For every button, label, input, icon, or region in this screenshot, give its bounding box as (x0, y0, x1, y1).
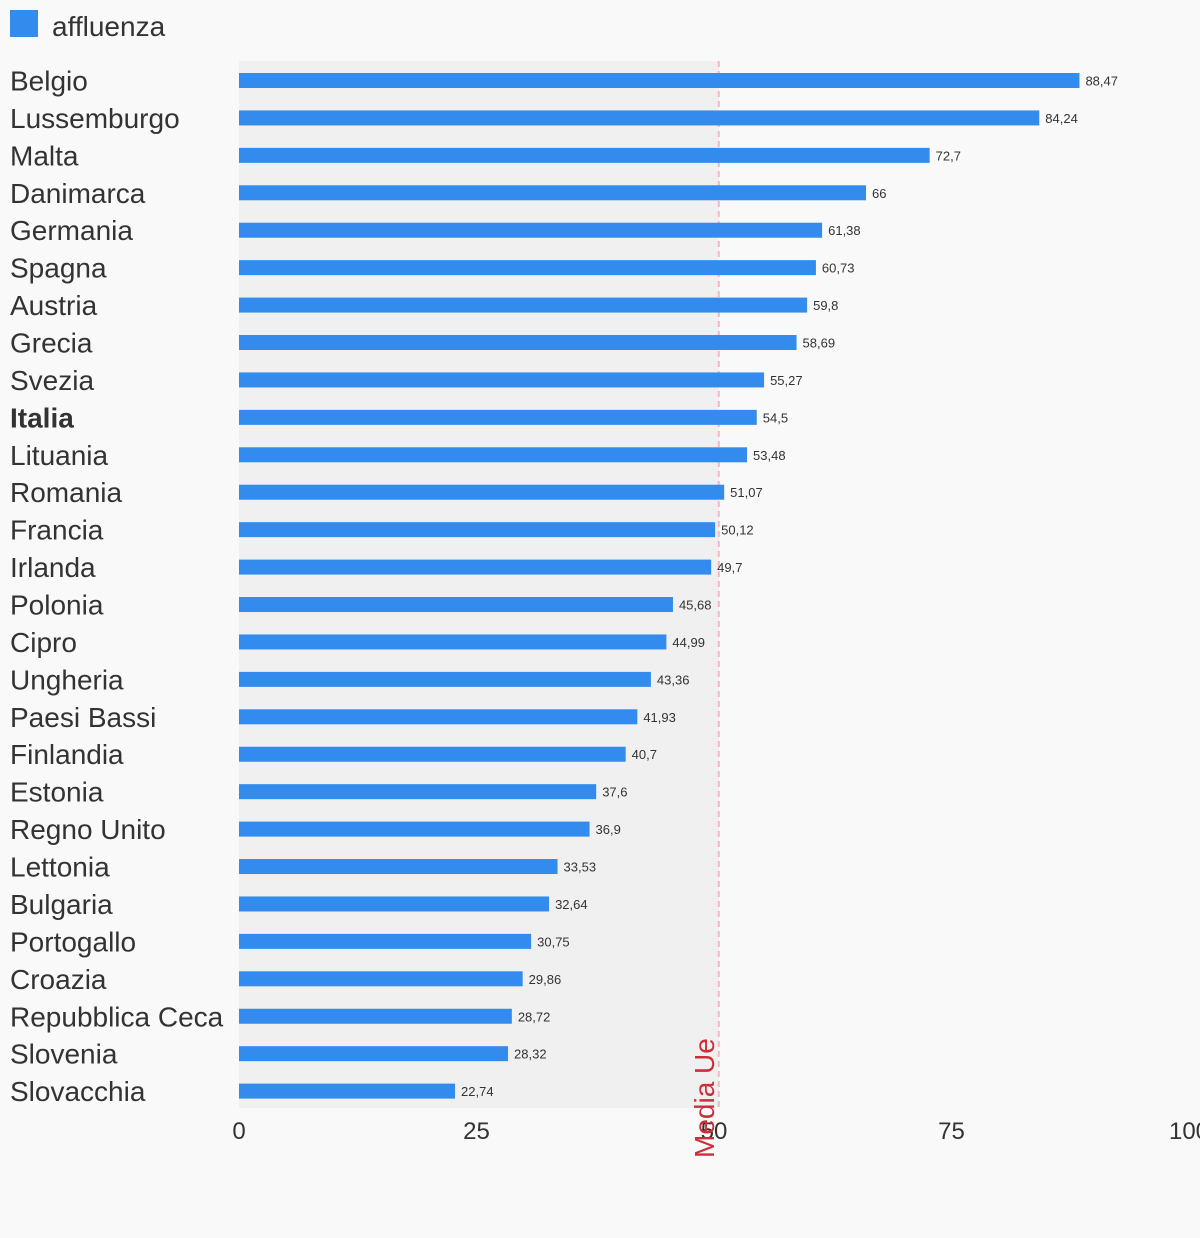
category-label: Germania (10, 215, 133, 246)
bar (239, 671, 651, 687)
value-label: 41,93 (643, 710, 676, 725)
value-label: 66 (872, 186, 886, 201)
category-label: Paesi Bassi (10, 702, 156, 733)
bar (239, 484, 725, 500)
bar (239, 185, 866, 201)
category-label: Irlanda (10, 552, 96, 583)
bar (239, 1083, 456, 1099)
category-label: Romania (10, 477, 122, 508)
bar (239, 933, 532, 949)
x-tick-label: 25 (463, 1118, 490, 1145)
category-label: Malta (10, 140, 79, 171)
category-label: Francia (10, 515, 104, 546)
value-label: 28,32 (514, 1047, 547, 1062)
category-label: Regno Unito (10, 814, 166, 845)
x-tick-label: 100 (1169, 1118, 1200, 1145)
category-label: Grecia (10, 328, 93, 359)
category-label: Repubblica Ceca (10, 1001, 224, 1032)
bar (239, 971, 523, 987)
value-label: 36,9 (596, 822, 621, 837)
category-label: Bulgaria (10, 889, 113, 920)
category-label: Portogallo (10, 926, 136, 957)
bar (239, 1046, 509, 1062)
value-label: 29,86 (529, 972, 562, 987)
bar (239, 335, 797, 351)
value-label: 54,5 (763, 410, 788, 425)
value-label: 32,64 (555, 897, 588, 912)
value-label: 61,38 (828, 223, 861, 238)
category-label: Slovenia (10, 1039, 118, 1070)
category-label: Polonia (10, 590, 104, 621)
bar (239, 372, 765, 388)
bar (239, 447, 748, 463)
bar (239, 709, 638, 725)
category-label: Finlandia (10, 739, 124, 770)
value-label: 55,27 (770, 373, 803, 388)
value-label: 22,74 (461, 1084, 494, 1099)
value-label: 33,53 (564, 860, 597, 875)
value-label: 60,73 (822, 261, 855, 276)
category-label: Cipro (10, 627, 77, 658)
bar (239, 859, 558, 875)
value-label: 44,99 (672, 635, 705, 650)
bar (239, 821, 590, 837)
category-label: Austria (10, 290, 98, 321)
bar (239, 147, 930, 163)
value-label: 50,12 (721, 523, 754, 538)
value-label: 53,48 (753, 448, 786, 463)
value-label: 30,75 (537, 934, 570, 949)
bar (239, 222, 823, 238)
value-label: 43,36 (657, 672, 690, 687)
bar (239, 896, 550, 912)
bar (239, 597, 673, 613)
value-label: 49,7 (717, 560, 742, 575)
shaded-band (239, 61, 719, 1108)
reference-line-label: Media Ue (689, 1038, 720, 1158)
bar (239, 1008, 512, 1024)
category-label: Danimarca (10, 178, 146, 209)
value-label: 40,7 (632, 747, 657, 762)
category-label: Croazia (10, 964, 107, 995)
legend-swatch (10, 10, 38, 37)
value-label: 45,68 (679, 598, 712, 613)
bar (239, 746, 626, 762)
value-label: 72,7 (936, 148, 961, 163)
bar (239, 110, 1040, 126)
value-label: 58,69 (803, 336, 836, 351)
bar (239, 260, 816, 276)
category-label: Italia (10, 402, 74, 433)
value-label: 28,72 (518, 1009, 551, 1024)
x-tick-label: 0 (232, 1118, 245, 1145)
value-label: 37,6 (602, 785, 627, 800)
category-label: Ungheria (10, 664, 124, 695)
category-label: Lituania (10, 440, 109, 471)
category-label: Lettonia (10, 852, 110, 883)
x-tick-label: 50 (701, 1118, 728, 1145)
bar (239, 634, 667, 650)
bar (239, 297, 808, 313)
bar (239, 409, 757, 425)
value-label: 59,8 (813, 298, 838, 313)
legend-label: affluenza (52, 11, 166, 42)
category-label: Spagna (10, 253, 107, 284)
category-label: Estonia (10, 777, 104, 808)
value-label: 84,24 (1045, 111, 1078, 126)
x-tick-label: 75 (938, 1118, 965, 1145)
bar (239, 522, 716, 538)
category-label: Lussemburgo (10, 103, 180, 134)
bar (239, 559, 712, 575)
category-label: Svezia (10, 365, 94, 396)
value-label: 88,47 (1085, 74, 1118, 89)
bar (239, 784, 597, 800)
value-label: 51,07 (730, 485, 763, 500)
bar (239, 73, 1080, 88)
category-label: Slovacchia (10, 1076, 146, 1107)
category-label: Belgio (10, 66, 88, 97)
